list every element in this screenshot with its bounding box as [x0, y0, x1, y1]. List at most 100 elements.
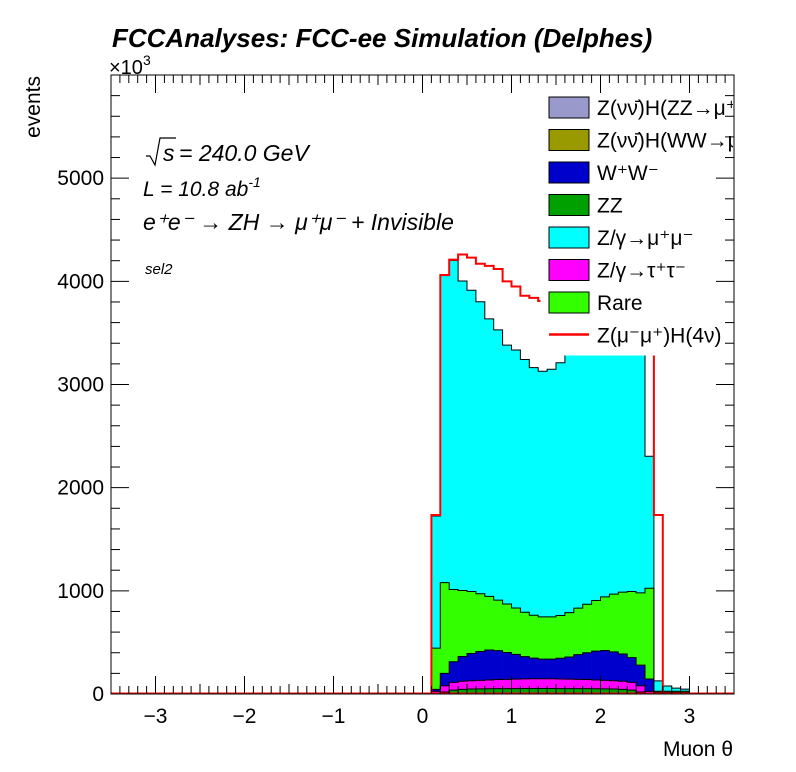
bar-w-w--bin-20 — [609, 651, 619, 681]
bar-w-w--bin-16 — [573, 654, 583, 680]
sqrt-s-value: = 240.0 GeV — [179, 140, 311, 166]
bar-z--bin-12 — [538, 678, 548, 689]
bar-z--bin-23 — [636, 685, 646, 692]
bar-z--bin-9 — [511, 350, 521, 608]
lumi-annotation: L = 10.8 ab-1 — [143, 174, 261, 201]
bar-rare-bin-5 — [475, 593, 486, 652]
bar-rare-bin-8 — [502, 604, 512, 653]
chart-title: FCCAnalyses: FCC-ee Simulation (Delphes) — [112, 23, 652, 53]
bar-zz-bin-11 — [529, 688, 539, 694]
bar-z--bin-21 — [618, 681, 628, 690]
bar-w-w--bin-1 — [440, 673, 450, 686]
y-tick-label: 4000 — [57, 270, 104, 293]
legend-swatch — [548, 259, 590, 281]
bar-w-w--bin-13 — [547, 659, 557, 679]
bar-rare-bin-26 — [662, 691, 672, 693]
bar-w-w--bin-14 — [556, 658, 566, 679]
x-tick-label: −3 — [144, 705, 168, 728]
bar-zz-bin-8 — [502, 688, 512, 694]
bar-rare-bin-16 — [573, 608, 583, 655]
bar-rare-bin-3 — [458, 590, 468, 657]
x-tick-label: 3 — [684, 705, 696, 728]
legend-swatch — [548, 291, 590, 314]
bar-zz-bin-4 — [467, 689, 477, 694]
bar-z--bin-28 — [680, 689, 690, 692]
bar-z--bin-10 — [520, 678, 530, 689]
bar-z--bin-18 — [591, 679, 601, 689]
bar-zz-bin-19 — [600, 688, 610, 694]
bar-zz-bin-5 — [475, 688, 486, 694]
bar-rare-bin-11 — [529, 615, 539, 659]
x-axis-label: Muon θ — [663, 738, 733, 761]
bar-z--bin-20 — [609, 292, 619, 595]
bar-rare-bin-1 — [440, 582, 450, 674]
bar-z--bin-14 — [556, 362, 566, 616]
bar-z--bin-0 — [431, 516, 441, 649]
bar-z--bin-13 — [547, 369, 557, 617]
stack-outline-z- — [431, 259, 690, 690]
y-tick-label: 3000 — [57, 374, 104, 397]
bar-z--bin-1 — [440, 274, 450, 583]
bar-z--bin-6 — [484, 318, 494, 597]
bar-z--bin-18 — [591, 323, 601, 601]
bar-zz-bin-12 — [538, 688, 548, 694]
bar-rare-bin-13 — [547, 616, 557, 660]
bar-w-w--bin-24 — [645, 679, 655, 692]
bar-w-w--bin-19 — [600, 650, 610, 681]
bar-z--bin-2 — [449, 682, 459, 691]
bar-w-w--bin-6 — [484, 650, 494, 680]
bar-z--bin-26 — [662, 686, 672, 692]
bar-z--bin-7 — [493, 679, 503, 689]
y-tick-label: 0 — [92, 683, 104, 706]
bar-zz-bin-7 — [493, 688, 503, 694]
bar-z--bin-15 — [564, 679, 575, 689]
bar-zz-bin-17 — [582, 688, 592, 694]
legend-swatch — [548, 194, 590, 216]
bar-rare-bin-19 — [600, 596, 610, 651]
legend-swatch — [548, 161, 590, 184]
legend-label: Z/γ→μ⁺μ⁻ — [597, 227, 694, 250]
bar-rare-bin-25 — [653, 691, 664, 693]
stack-outline-z- — [431, 678, 690, 694]
bar-rare-bin-2 — [449, 589, 459, 662]
bar-z--bin-23 — [636, 284, 646, 593]
bar-z--bin-24 — [645, 691, 655, 694]
bar-z--bin-19 — [600, 680, 610, 689]
legend: Z(νν̄)H(ZZ→μ⁺μ⁻ν⁺ν⁻) Z(νν̄)H(WW→μ⁺νμ⁻ν) W⁺… — [540, 92, 796, 356]
bar-z--bin-16 — [573, 679, 583, 689]
bar-z--bin-2 — [449, 260, 459, 590]
y-tick-label: 5000 — [57, 167, 104, 190]
bar-zz-bin-16 — [573, 688, 583, 694]
bar-zz-bin-15 — [564, 688, 575, 694]
legend-label: W⁺W⁻ — [597, 162, 659, 185]
bar-z--bin-5 — [475, 680, 486, 689]
bar-zz-bin-9 — [511, 688, 521, 694]
bar-z--bin-20 — [609, 680, 619, 690]
bar-z--bin-17 — [582, 679, 592, 689]
bar-rare-bin-28 — [680, 691, 690, 693]
bar-z--bin-11 — [529, 367, 539, 616]
bar-z--bin-1 — [440, 685, 450, 692]
bar-w-w--bin-0 — [431, 689, 441, 692]
selection-annotation: sel2 — [145, 261, 173, 278]
x-tick-label: 0 — [417, 705, 429, 728]
bar-rare-bin-24 — [645, 588, 655, 680]
x-tick-label: −2 — [233, 705, 257, 728]
legend-label: Z(μ⁻μ⁺)H(4ν) — [597, 325, 722, 348]
bar-rare-bin-10 — [520, 612, 530, 657]
axes: −3 −2 −1 0 1 2 3 0 1000 2000 3000 4000 5000 — [57, 74, 735, 728]
bar-w-w--bin-11 — [529, 658, 539, 679]
bar-w-w--bin-3 — [458, 656, 468, 682]
bar-rare-bin-21 — [618, 592, 628, 654]
legend-label: Z(νν̄)H(WW→μ⁺νμ⁻ν) — [597, 130, 796, 153]
bar-zz-bin-2 — [449, 690, 459, 694]
bar-w-w--bin-22 — [627, 657, 637, 683]
histogram-stack — [431, 259, 690, 694]
bar-w-w--bin-23 — [636, 665, 646, 686]
sqrt-s-var: s — [163, 140, 175, 166]
x-tick-label: 1 — [506, 705, 518, 728]
bar-z--bin-22 — [627, 262, 637, 592]
legend-swatch — [548, 129, 590, 151]
y-tick-label: 2000 — [57, 477, 104, 500]
bar-rare-bin-15 — [564, 612, 575, 657]
